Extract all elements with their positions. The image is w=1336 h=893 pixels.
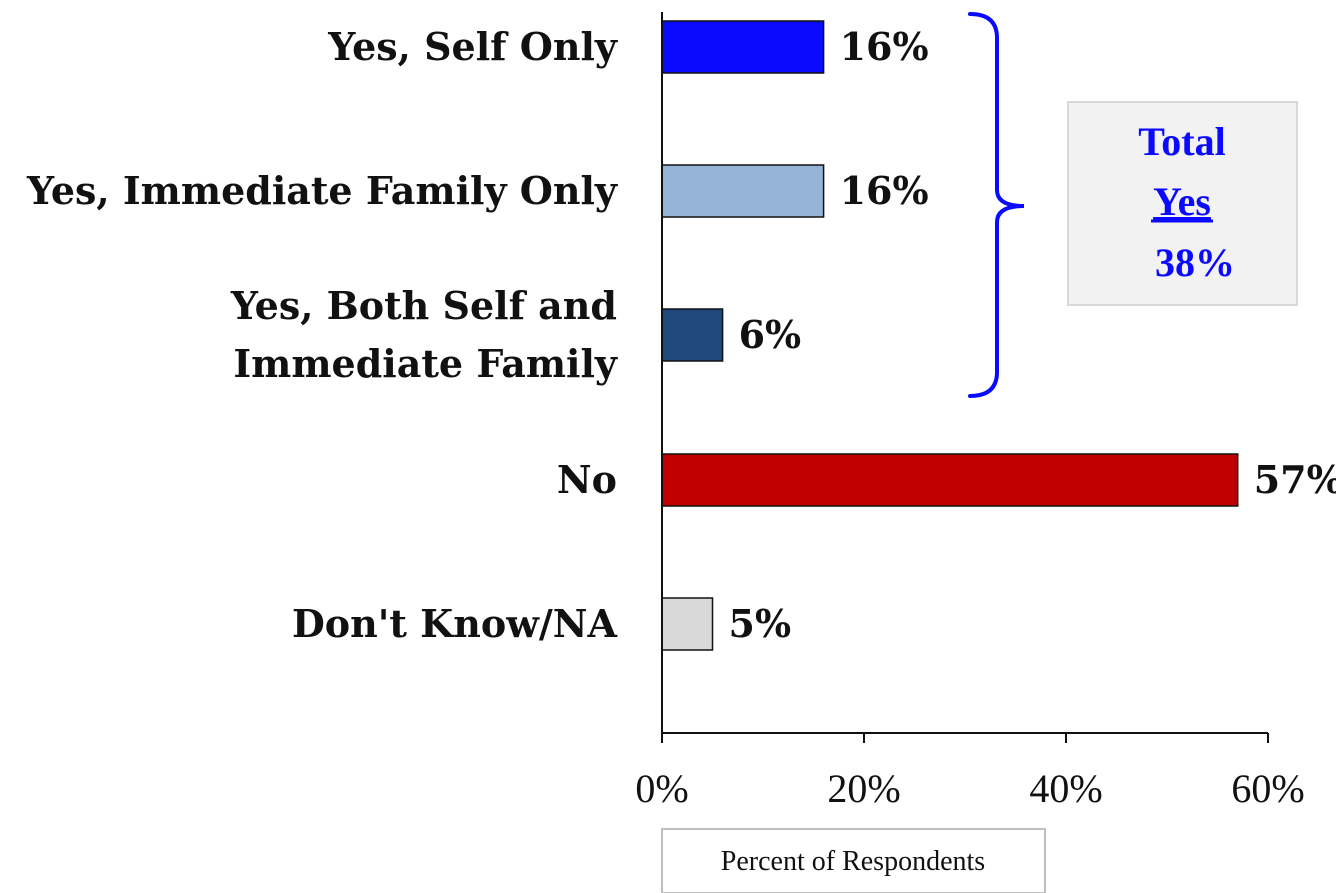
bar bbox=[661, 597, 714, 651]
category-label: Yes, Immediate Family Only bbox=[26, 168, 618, 213]
category-labels: Yes, Self Only Yes, Immediate Family Only… bbox=[26, 24, 618, 646]
data-label: 57% bbox=[1254, 457, 1336, 502]
total-yes-value: 38% bbox=[1155, 240, 1235, 285]
value-labels: 16% 16% 6% 57% 5% bbox=[729, 24, 1336, 646]
category-label: No bbox=[557, 457, 617, 502]
x-tick-label: 0% bbox=[635, 766, 688, 811]
bar bbox=[661, 164, 825, 218]
bar bbox=[661, 20, 825, 74]
x-tick-label: 40% bbox=[1029, 766, 1102, 811]
total-box bbox=[1067, 101, 1298, 306]
category-label: Yes, Self Only bbox=[327, 24, 618, 69]
category-label: Don't Know/NA bbox=[292, 601, 618, 646]
total-label: Total bbox=[1138, 119, 1225, 164]
data-label: 16% bbox=[840, 168, 929, 213]
category-label: Immediate Family bbox=[233, 341, 618, 386]
x-tick-label: 60% bbox=[1231, 766, 1304, 811]
x-tick-label: 20% bbox=[827, 766, 900, 811]
x-axis-title: Percent of Respondents bbox=[721, 846, 985, 877]
brace bbox=[968, 12, 1025, 398]
category-label: Yes, Both Self and bbox=[230, 283, 617, 328]
yes-label: Yes bbox=[1153, 179, 1211, 224]
total-yes-annotation: Total Yes 38% bbox=[968, 12, 1298, 398]
bar bbox=[661, 308, 724, 362]
bars-layer bbox=[661, 20, 1239, 651]
bar bbox=[661, 453, 1239, 507]
data-label: 5% bbox=[729, 601, 792, 646]
x-axis: 0% 20% 40% 60% bbox=[635, 12, 1305, 811]
data-label: 6% bbox=[739, 312, 802, 357]
x-axis-title-box: Percent of Respondents bbox=[661, 828, 1046, 893]
data-label: 16% bbox=[840, 24, 929, 69]
